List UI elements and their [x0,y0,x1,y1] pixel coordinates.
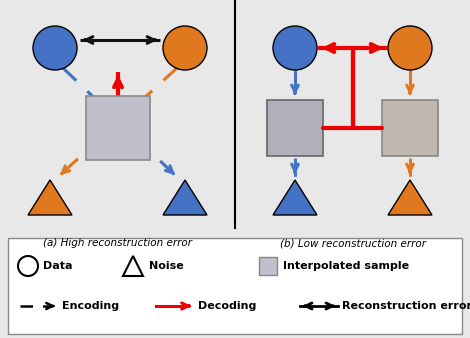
Circle shape [163,26,207,70]
Polygon shape [273,180,317,215]
Bar [267,100,323,156]
Bar [382,100,438,156]
Text: Noise: Noise [149,261,184,271]
Circle shape [273,26,317,70]
Text: Data: Data [43,261,72,271]
Bar [86,96,150,160]
Polygon shape [28,180,72,215]
Polygon shape [163,180,207,215]
Text: (a) High reconstruction error: (a) High reconstruction error [43,238,192,248]
Circle shape [388,26,432,70]
Text: Decoding: Decoding [198,301,256,311]
Bar [8,238,462,334]
Bar [259,257,277,275]
Text: Reconstruction error: Reconstruction error [342,301,470,311]
Text: Interpolated sample: Interpolated sample [283,261,409,271]
Bar [0,0,470,228]
Polygon shape [388,180,432,215]
Text: Encoding: Encoding [62,301,119,311]
Text: (b) Low reconstruction error: (b) Low reconstruction error [280,238,425,248]
Circle shape [33,26,77,70]
